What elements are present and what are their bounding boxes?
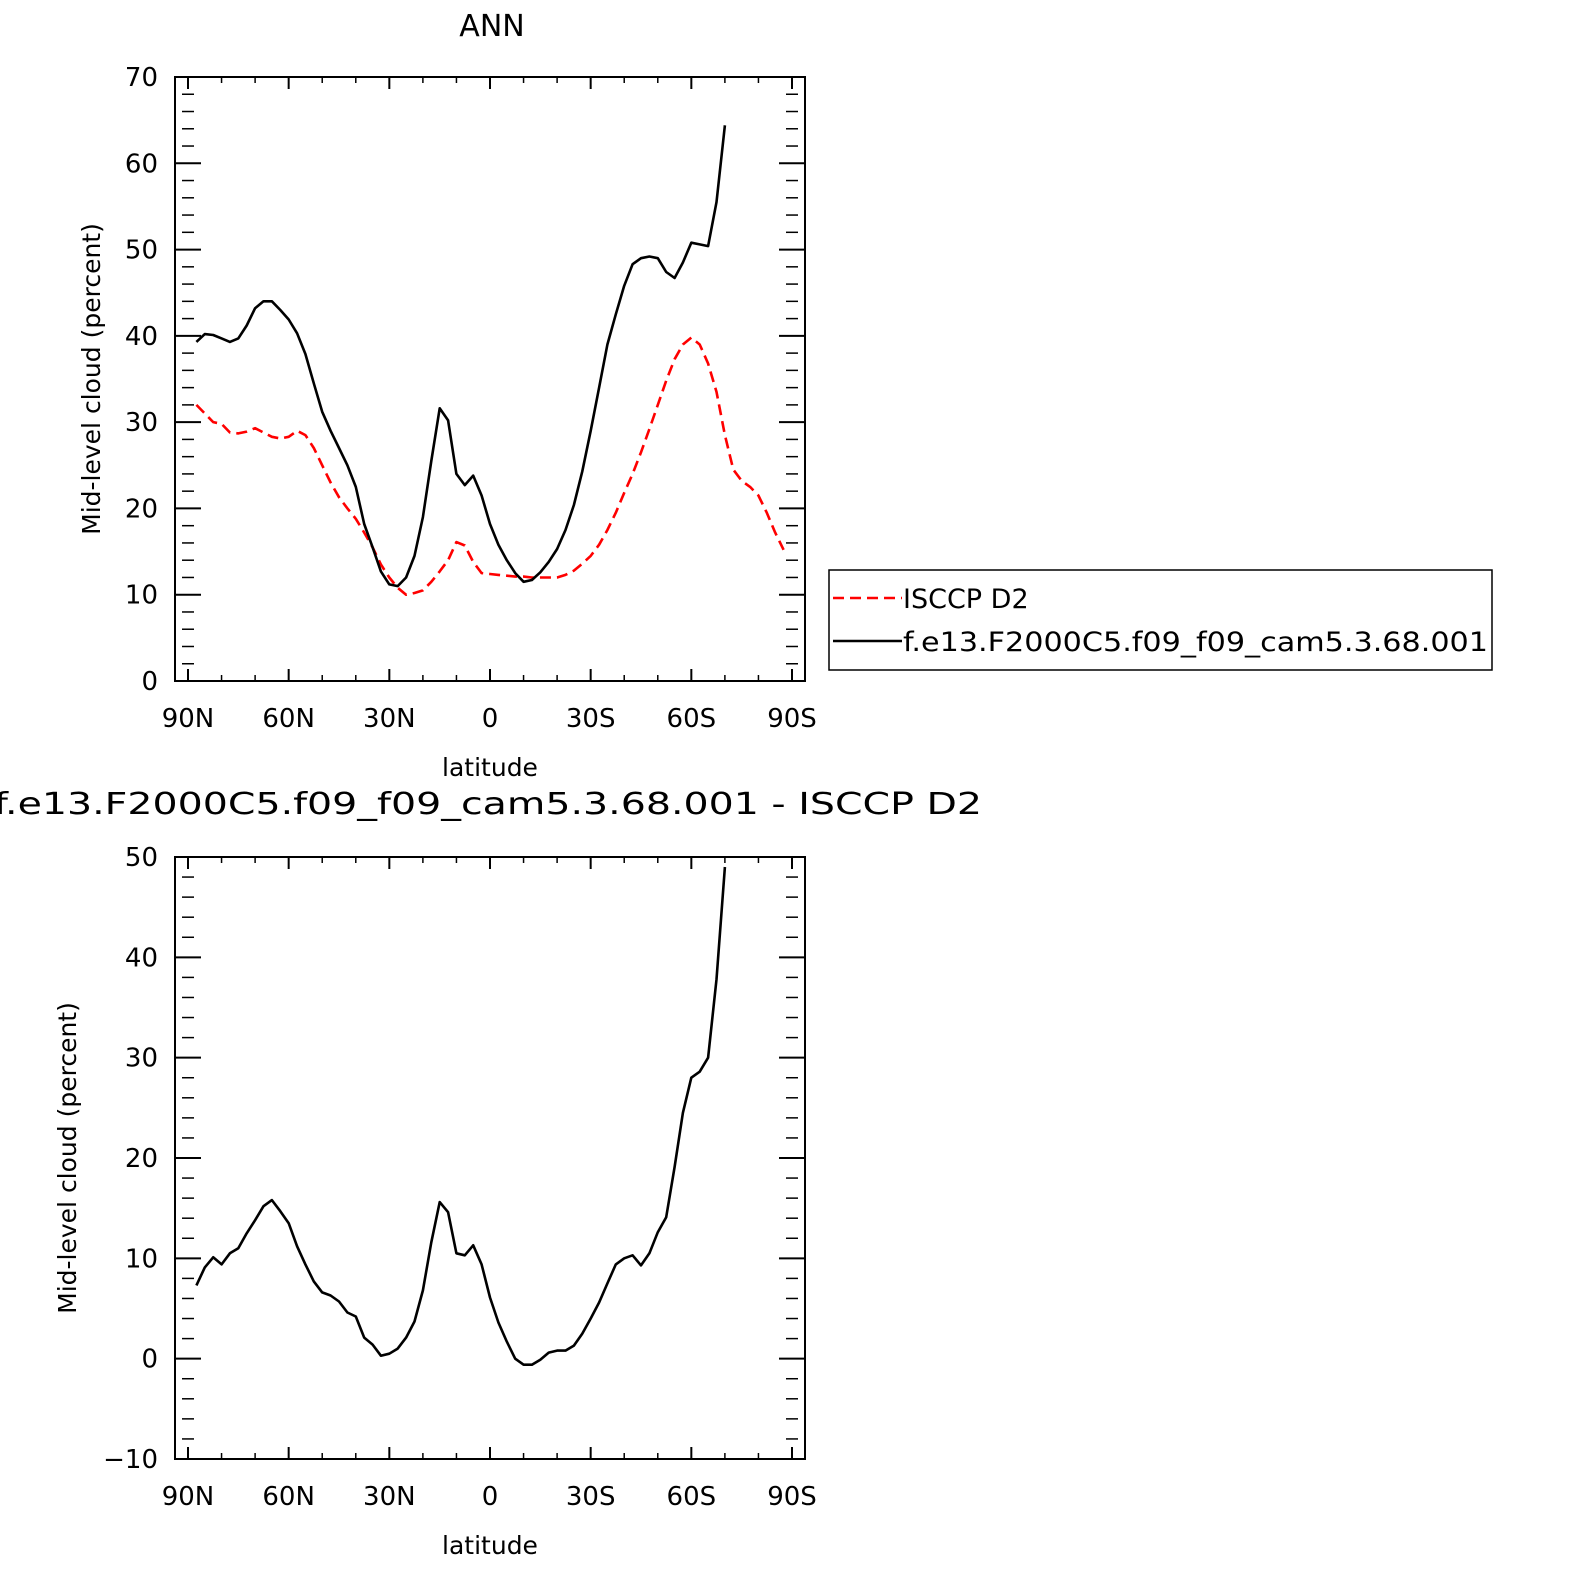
bottom-panel: f.e13.F2000C5.f09_f09_cam5.3.68.001 - IS… [0, 787, 982, 1560]
y-tick-label: 0 [141, 667, 158, 697]
top-series-line-model [195, 125, 727, 588]
bottom-panel-frame [174, 856, 806, 1460]
x-tick-label: 90N [162, 704, 215, 734]
top-series-line-isccp [195, 336, 785, 596]
bottom-panel-series [195, 866, 727, 1366]
x-tick-label: 60S [667, 1482, 717, 1512]
bottom-panel-xlabel: latitude [442, 1531, 538, 1560]
x-tick-label: 60S [667, 704, 717, 734]
legend: ISCCP D2 f.e13.F2000C5.f09_f09_cam5.3.68… [828, 569, 1493, 671]
x-tick-label: 30N [363, 1482, 416, 1512]
x-tick-label: 0 [482, 1482, 499, 1512]
x-tick-label: 30N [363, 704, 416, 734]
bottom-panel-ylabel: Mid-level cloud (percent) [53, 1002, 82, 1314]
y-tick-label: 10 [125, 581, 158, 611]
top-panel-xlabel: latitude [442, 753, 538, 782]
top-panel: ANN 90N 60N 30N 0 30S 60S 90S 0 10 20 30 40 50 60 70 l… [77, 9, 817, 782]
y-tick-label: 30 [125, 1044, 158, 1074]
bottom-panel-title: f.e13.F2000C5.f09_f09_cam5.3.68.001 - IS… [0, 787, 982, 822]
y-tick-label: 40 [125, 943, 158, 973]
x-tick-label: 90S [767, 704, 817, 734]
x-tick-label: 90S [767, 1482, 817, 1512]
y-tick-label: 20 [125, 1144, 158, 1174]
top-panel-frame [174, 76, 806, 682]
y-tick-label: 30 [125, 408, 158, 438]
y-tick-label: −10 [103, 1445, 158, 1475]
top-panel-title: ANN [459, 9, 524, 44]
legend-label-isccp: ISCCP D2 [903, 584, 1029, 615]
y-tick-label: 20 [125, 494, 158, 524]
top-panel-series [195, 125, 785, 596]
legend-box [828, 569, 1493, 671]
y-tick-label: 50 [125, 236, 158, 266]
bottom-series-line-model [195, 866, 727, 1366]
x-tick-label: 60N [262, 1482, 315, 1512]
bottom-panel-ticks: 90N 60N 30N 0 30S 60S 90S −10 0 10 20 30 40 50 [103, 843, 817, 1512]
x-tick-label: 60N [262, 704, 315, 734]
top-panel-ticks: 90N 60N 30N 0 30S 60S 90S 0 10 20 30 40 50 60 70 [125, 63, 817, 734]
y-tick-label: 50 [125, 843, 158, 873]
x-tick-label: 30S [566, 704, 616, 734]
x-tick-label: 90N [162, 1482, 215, 1512]
top-panel-ylabel: Mid-level cloud (percent) [77, 223, 106, 535]
x-tick-label: 0 [482, 704, 499, 734]
y-tick-label: 10 [125, 1244, 158, 1274]
y-tick-label: 40 [125, 322, 158, 352]
y-tick-label: 60 [125, 149, 158, 179]
x-tick-label: 30S [566, 1482, 616, 1512]
y-tick-label: 0 [141, 1345, 158, 1375]
legend-label-model: f.e13.F2000C5.f09_f09_cam5.3.68.001 [903, 627, 1488, 658]
y-tick-label: 70 [125, 63, 158, 93]
